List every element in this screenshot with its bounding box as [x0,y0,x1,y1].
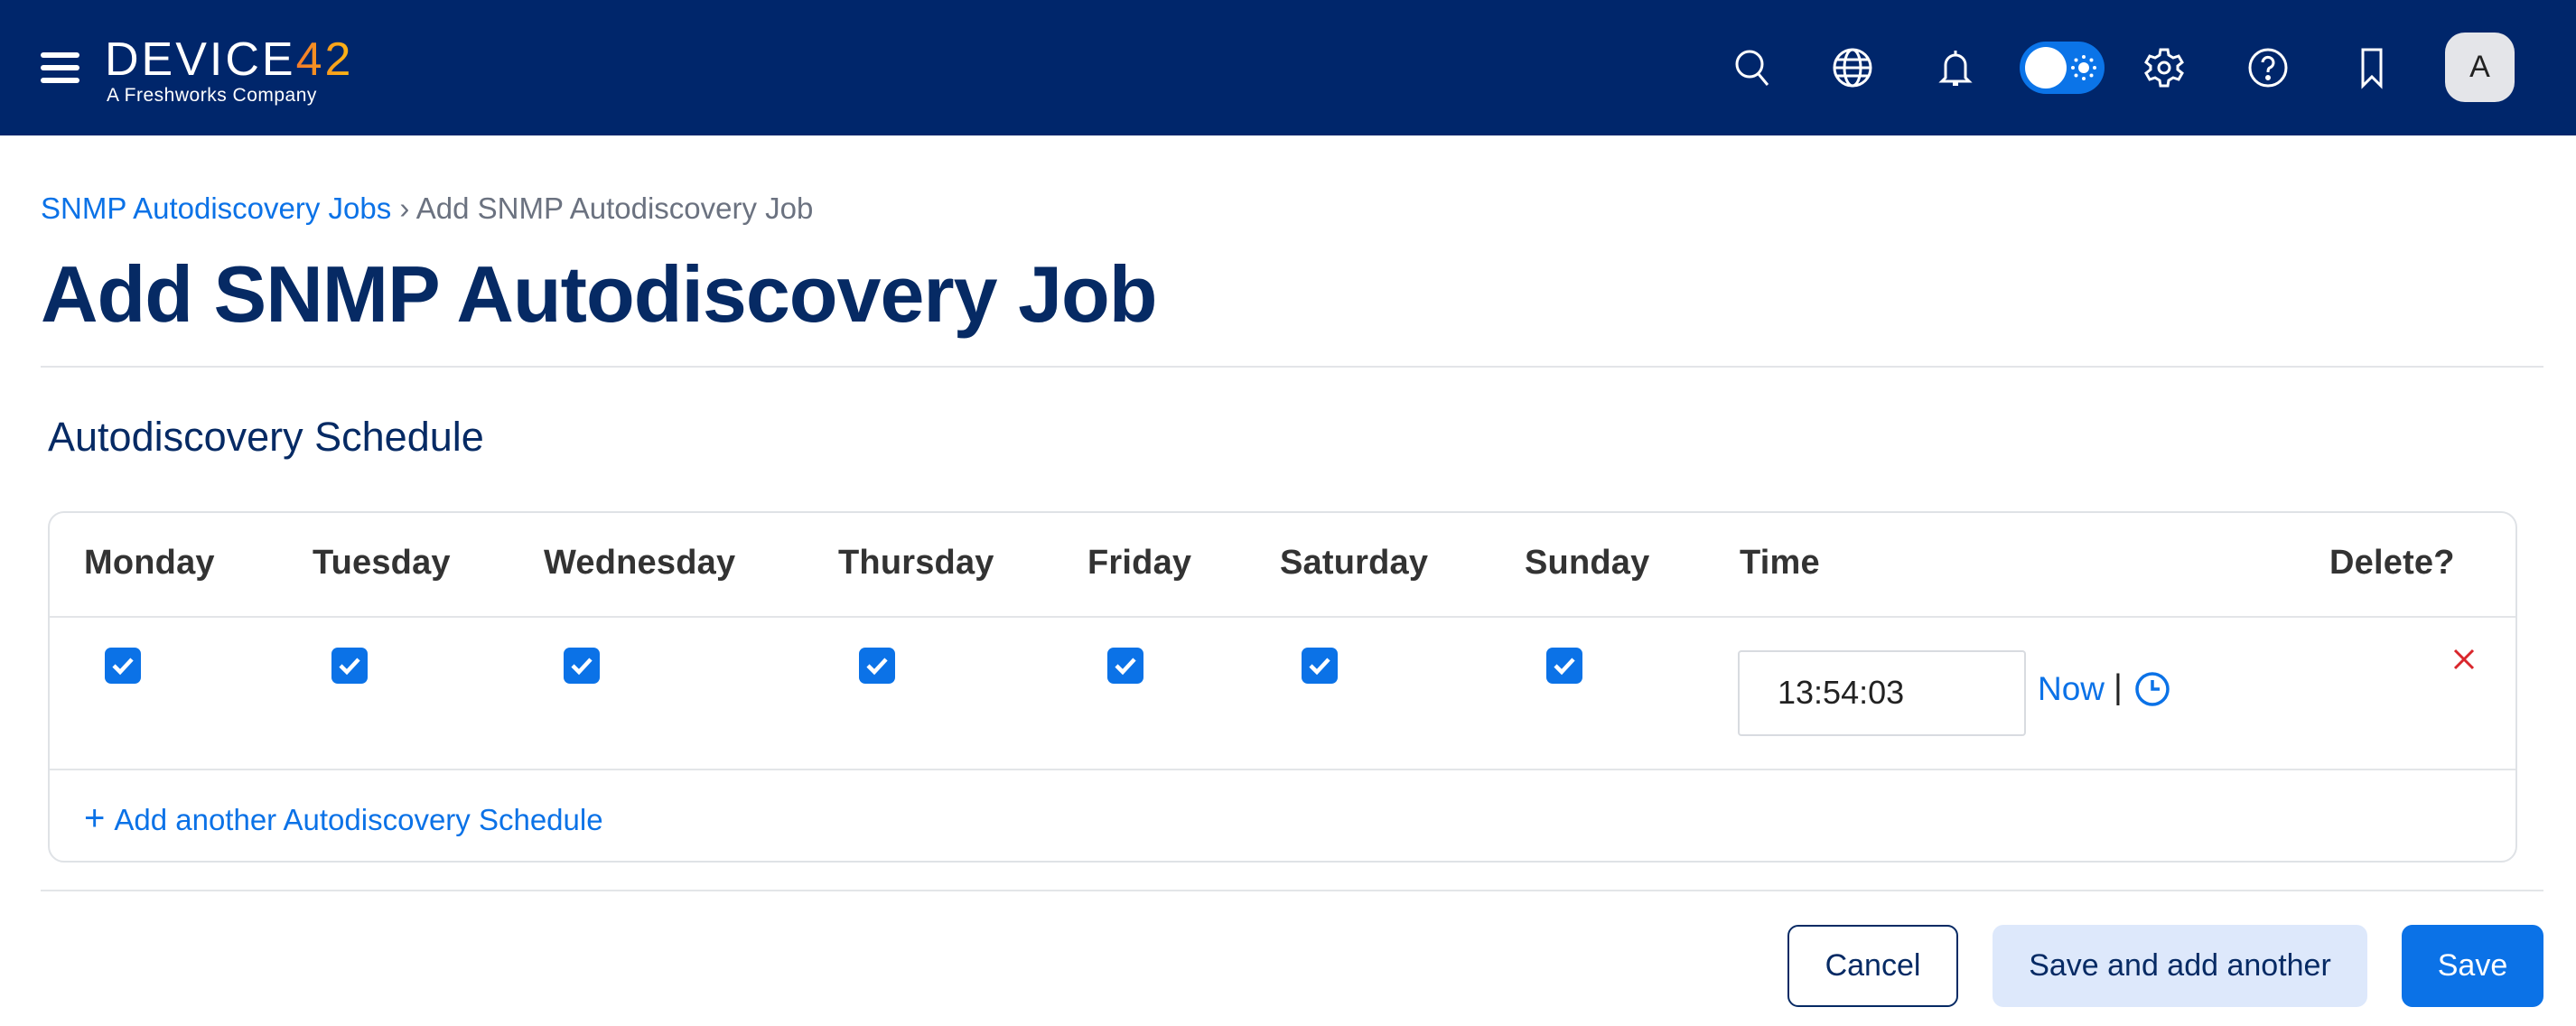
checkbox-friday[interactable] [1107,648,1143,684]
delete-row-icon[interactable] [2446,641,2482,677]
now-link[interactable]: Now [2038,670,2105,707]
clock-icon[interactable] [2133,670,2171,708]
checkbox-tuesday[interactable] [331,648,368,684]
top-navbar: DEVICE42 A Freshworks Company A [0,0,2576,135]
toggle-knob [2025,47,2067,89]
logo[interactable]: DEVICE42 [105,33,354,86]
sun-icon [2071,55,2096,80]
column-header-tuesday: Tuesday [313,544,451,582]
page-title: Add SNMP Autodiscovery Job [41,249,1158,339]
gear-icon[interactable] [2142,45,2187,90]
breadcrumb: SNMP Autodiscovery Jobs › Add SNMP Autod… [41,191,813,226]
column-header-sunday: Sunday [1525,544,1650,582]
bookmark-icon[interactable] [2349,45,2394,90]
schedule-table [48,511,2517,863]
column-header-monday: Monday [84,544,215,582]
bell-icon[interactable] [1933,45,1978,90]
column-header-thursday: Thursday [838,544,994,582]
cancel-button[interactable]: Cancel [1787,925,1958,1007]
logo-tagline: A Freshworks Company [107,85,317,106]
checkbox-monday[interactable] [105,648,141,684]
column-header-friday: Friday [1087,544,1192,582]
breadcrumb-parent-link[interactable]: SNMP Autodiscovery Jobs [41,191,392,225]
column-header-wednesday: Wednesday [544,544,736,582]
help-icon[interactable] [2245,45,2291,90]
globe-icon[interactable] [1830,45,1875,90]
breadcrumb-current: Add SNMP Autodiscovery Job [415,191,814,225]
checkbox-thursday[interactable] [859,648,895,684]
row-divider [50,616,2515,618]
row-divider [50,769,2515,770]
plus-icon: + [84,798,106,838]
column-header-time: Time [1740,544,1820,582]
checkbox-saturday[interactable] [1302,648,1338,684]
theme-toggle[interactable] [2020,42,2105,94]
add-schedule-link[interactable]: + Add another Autodiscovery Schedule [84,798,603,838]
separator: | [2114,668,2123,706]
divider [41,890,2543,891]
save-button[interactable]: Save [2402,925,2543,1007]
menu-icon[interactable] [41,52,79,83]
section-title: Autodiscovery Schedule [48,414,484,460]
search-icon[interactable] [1730,45,1775,90]
avatar[interactable]: A [2445,33,2515,102]
divider [41,366,2543,368]
checkbox-sunday[interactable] [1546,648,1582,684]
column-header-saturday: Saturday [1280,544,1429,582]
column-header-delete: Delete? [2329,544,2455,582]
save-and-add-another-button[interactable]: Save and add another [1993,925,2367,1007]
breadcrumb-separator: › [391,191,416,225]
checkbox-wednesday[interactable] [564,648,600,684]
time-input[interactable]: 13:54:03 [1738,650,2026,736]
